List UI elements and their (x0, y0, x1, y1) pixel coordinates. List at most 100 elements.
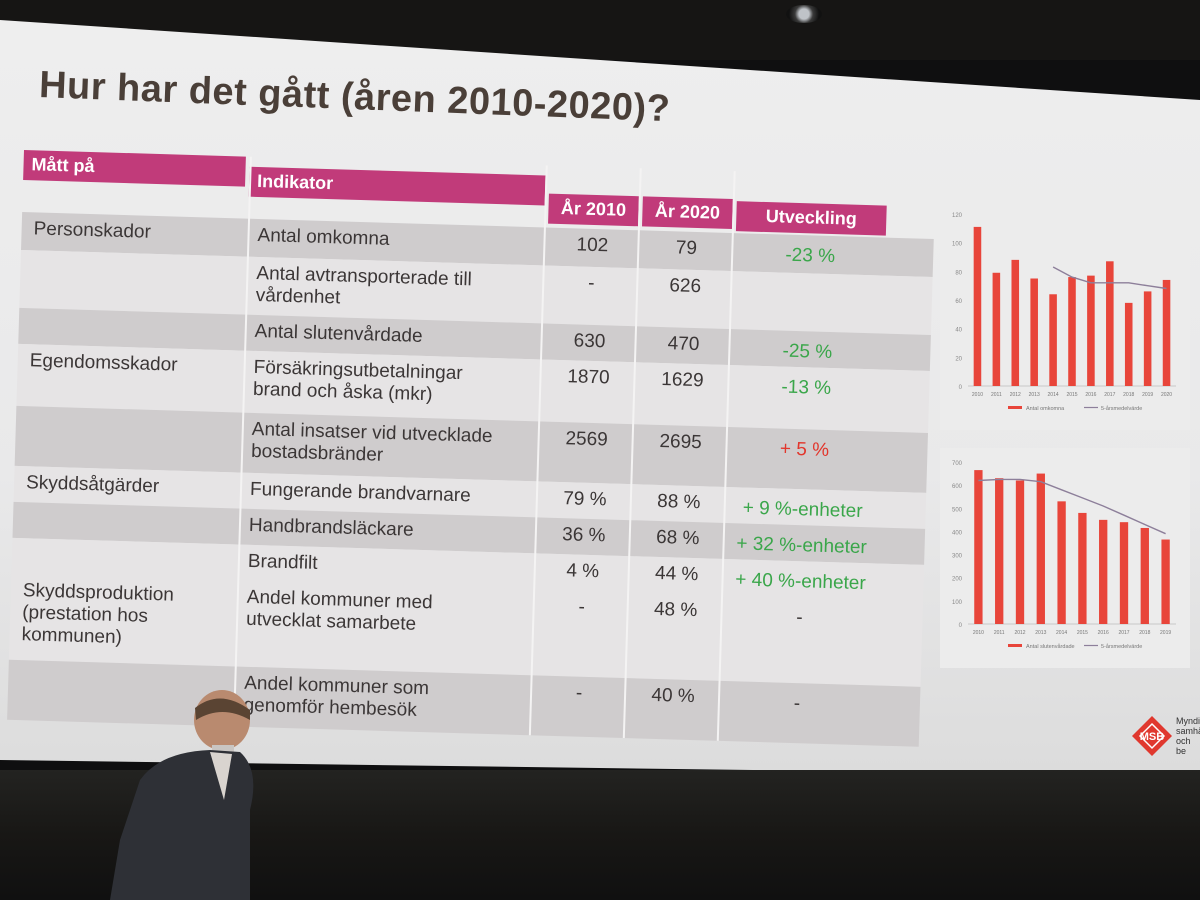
chart-slutenvardade-trend-line (978, 478, 1166, 535)
row-category: Skyddsåtgärder (25, 472, 160, 498)
row-year-2010: - (578, 596, 586, 618)
presenter-silhouette (110, 690, 254, 900)
row-indicator: Antal avtransporterade till vårdenhet (255, 262, 473, 309)
chart-slutenvardade-bar (1036, 473, 1045, 624)
row-change: -13 % (781, 376, 832, 400)
row-year-2020: 48 % (653, 598, 698, 622)
chart-slutenvardade-ytick: 500 (952, 507, 963, 513)
chart-slutenvardade-bar (1161, 539, 1170, 624)
chart-slutenvardade-legend-bars: Antal slutenvårdade (1026, 643, 1075, 650)
chart-omkomna-bar (1011, 259, 1020, 386)
row-year-2020: 79 (675, 237, 698, 260)
header-indikator: Indikator (248, 166, 546, 206)
row-year-2010: - (587, 272, 595, 294)
row-year-2020: 44 % (654, 562, 699, 586)
chart-slutenvardade-bar (1078, 512, 1087, 624)
header-ar-2020: År 2020 (642, 196, 733, 230)
row-indicator: Andel kommuner som genomför hembesök (243, 672, 430, 721)
chart-omkomna-legend-bars: Antal omkomna (1026, 406, 1065, 412)
chart-slutenvardade-xtick: 2019 (1160, 630, 1171, 636)
chart-omkomna-bar (1087, 275, 1095, 386)
chart-omkomna-svg: 120 100 80 60 40 20 0 2010 2011 2012 2013 2014 2015 2… (952, 213, 1176, 412)
chart-slutenvardade-ytick: 300 (952, 554, 963, 560)
chart-omkomna-xtick: 2018 (1123, 392, 1134, 398)
row-year-2010: 102 (576, 234, 609, 257)
chart-slutenvardade-xtick: 2016 (1098, 630, 1109, 636)
row-change: + 40 %-enheter (735, 569, 867, 595)
chart-slutenvardade-bar (1015, 480, 1025, 624)
chart-slutenvardade-bar (1099, 519, 1108, 624)
row-indicator: Antal slutenvårdade (254, 320, 423, 347)
chart-omkomna-bar (1143, 291, 1152, 386)
chart-slutenvardade-ytick: 700 (952, 461, 963, 467)
chart-omkomna-xtick: 2011 (991, 392, 1002, 398)
chart-omkomna-trend-line (1052, 266, 1167, 290)
chart-slutenvardade-xtick: 2017 (1118, 630, 1129, 636)
row-year-2010: 630 (573, 330, 606, 353)
chart-slutenvardade-svg: 700 600 500 400 300 200 100 0 2010 2011 2012 2013 20… (952, 461, 1176, 650)
chart-omkomna-xtick: 2010 (972, 392, 983, 398)
row-indicator: Brandfilt (247, 550, 318, 574)
chart-slutenvardade-xtick: 2011 (994, 630, 1005, 636)
chart-slutenvardade-xtick: 2015 (1077, 630, 1088, 636)
chart-omkomna-ytick: 120 (952, 213, 963, 219)
chart-omkomna-ytick: 100 (952, 242, 963, 248)
chart-omkomna-legend-swatch-bars (1008, 406, 1022, 409)
chart-slutenvardade-ytick: 0 (959, 623, 963, 629)
chart-omkomna-bar (1068, 277, 1076, 386)
msb-logo-mark: MSB (1132, 716, 1172, 756)
chart-omkomna-ytick: 60 (955, 299, 962, 305)
chart-slutenvardade-xtick: 2013 (1035, 630, 1046, 636)
row-year-2010: 1870 (567, 366, 610, 389)
chart-omkomna-xtick: 2017 (1104, 392, 1115, 398)
row-change: -25 % (782, 340, 833, 364)
row-year-2010: 36 % (561, 524, 606, 547)
row-indicator: Andel kommuner med utvecklat samarbete (245, 586, 433, 635)
row-year-2010: 79 % (562, 488, 607, 511)
row-indicator: Antal omkomna (257, 224, 390, 250)
chart-omkomna-xtick: 2020 (1161, 392, 1172, 398)
chart-omkomna-xtick: 2019 (1142, 392, 1153, 398)
row-year-2020: 2695 (659, 430, 703, 454)
row-change: - (793, 693, 801, 715)
chart-slutenvardade-ytick: 100 (952, 600, 963, 606)
msb-logo-text: MSB (1140, 731, 1165, 743)
msb-side-text: Myndig samhäl och be (1176, 716, 1200, 756)
chart-slutenvardade-bar (974, 470, 983, 624)
chart-omkomna-bar (1162, 279, 1171, 386)
chart-omkomna-xtick: 2016 (1085, 392, 1096, 398)
chart-omkomna-xtick: 2012 (1010, 392, 1021, 398)
row-category: Egendomsskador (29, 350, 178, 376)
row-indicator: Handbrandsläckare (248, 514, 414, 541)
row-change: -23 % (785, 244, 836, 268)
chart-omkomna-bar (1049, 294, 1057, 386)
row-indicator: Antal insatser vid utvecklade bostadsbrä… (250, 418, 493, 466)
row-year-2010: - (575, 682, 583, 704)
chart-slutenvardade-bar (995, 478, 1004, 624)
chart-omkomna-ytick: 80 (955, 270, 962, 276)
row-year-2020: 88 % (656, 490, 701, 514)
chart-slutenvardade-bar (1119, 522, 1129, 624)
chart-omkomna-ytick: 20 (955, 356, 962, 362)
header-matt-pa: Mått på (23, 150, 246, 187)
chart-omkomna-xtick: 2015 (1066, 392, 1077, 398)
chart-slutenvardade-legend-swatch-bars (1008, 644, 1022, 647)
chart-omkomna-bar (1106, 261, 1114, 386)
chart-omkomna-ytick: 0 (959, 385, 963, 391)
row-change: + 5 % (779, 438, 830, 462)
chart-omkomna-bar (1124, 302, 1133, 386)
row-indicator: Försäkringsutbetalningar brand och åska … (252, 356, 463, 406)
chart-omkomna-xtick: 2014 (1048, 392, 1059, 398)
chart-slutenvardade-ytick: 200 (952, 577, 963, 583)
chart-slutenvardade-ytick: 400 (952, 530, 963, 536)
chart-slutenvardade-xtick: 2014 (1056, 630, 1067, 636)
chart-slutenvardade: 700 600 500 400 300 200 100 0 2010 2011 2012 2013 20… (940, 448, 1190, 668)
row-year-2010: 4 % (566, 560, 600, 583)
chart-slutenvardade-xtick: 2010 (973, 630, 984, 636)
row-year-2020: 68 % (655, 526, 700, 550)
results-table: Mått på Indikator År 2010 År 2020 Utveck… (7, 150, 936, 747)
row-category: Personskador (33, 218, 152, 243)
row-change: - (795, 607, 803, 629)
chart-slutenvardade-bar (1057, 501, 1066, 624)
ceiling-light (786, 5, 822, 23)
